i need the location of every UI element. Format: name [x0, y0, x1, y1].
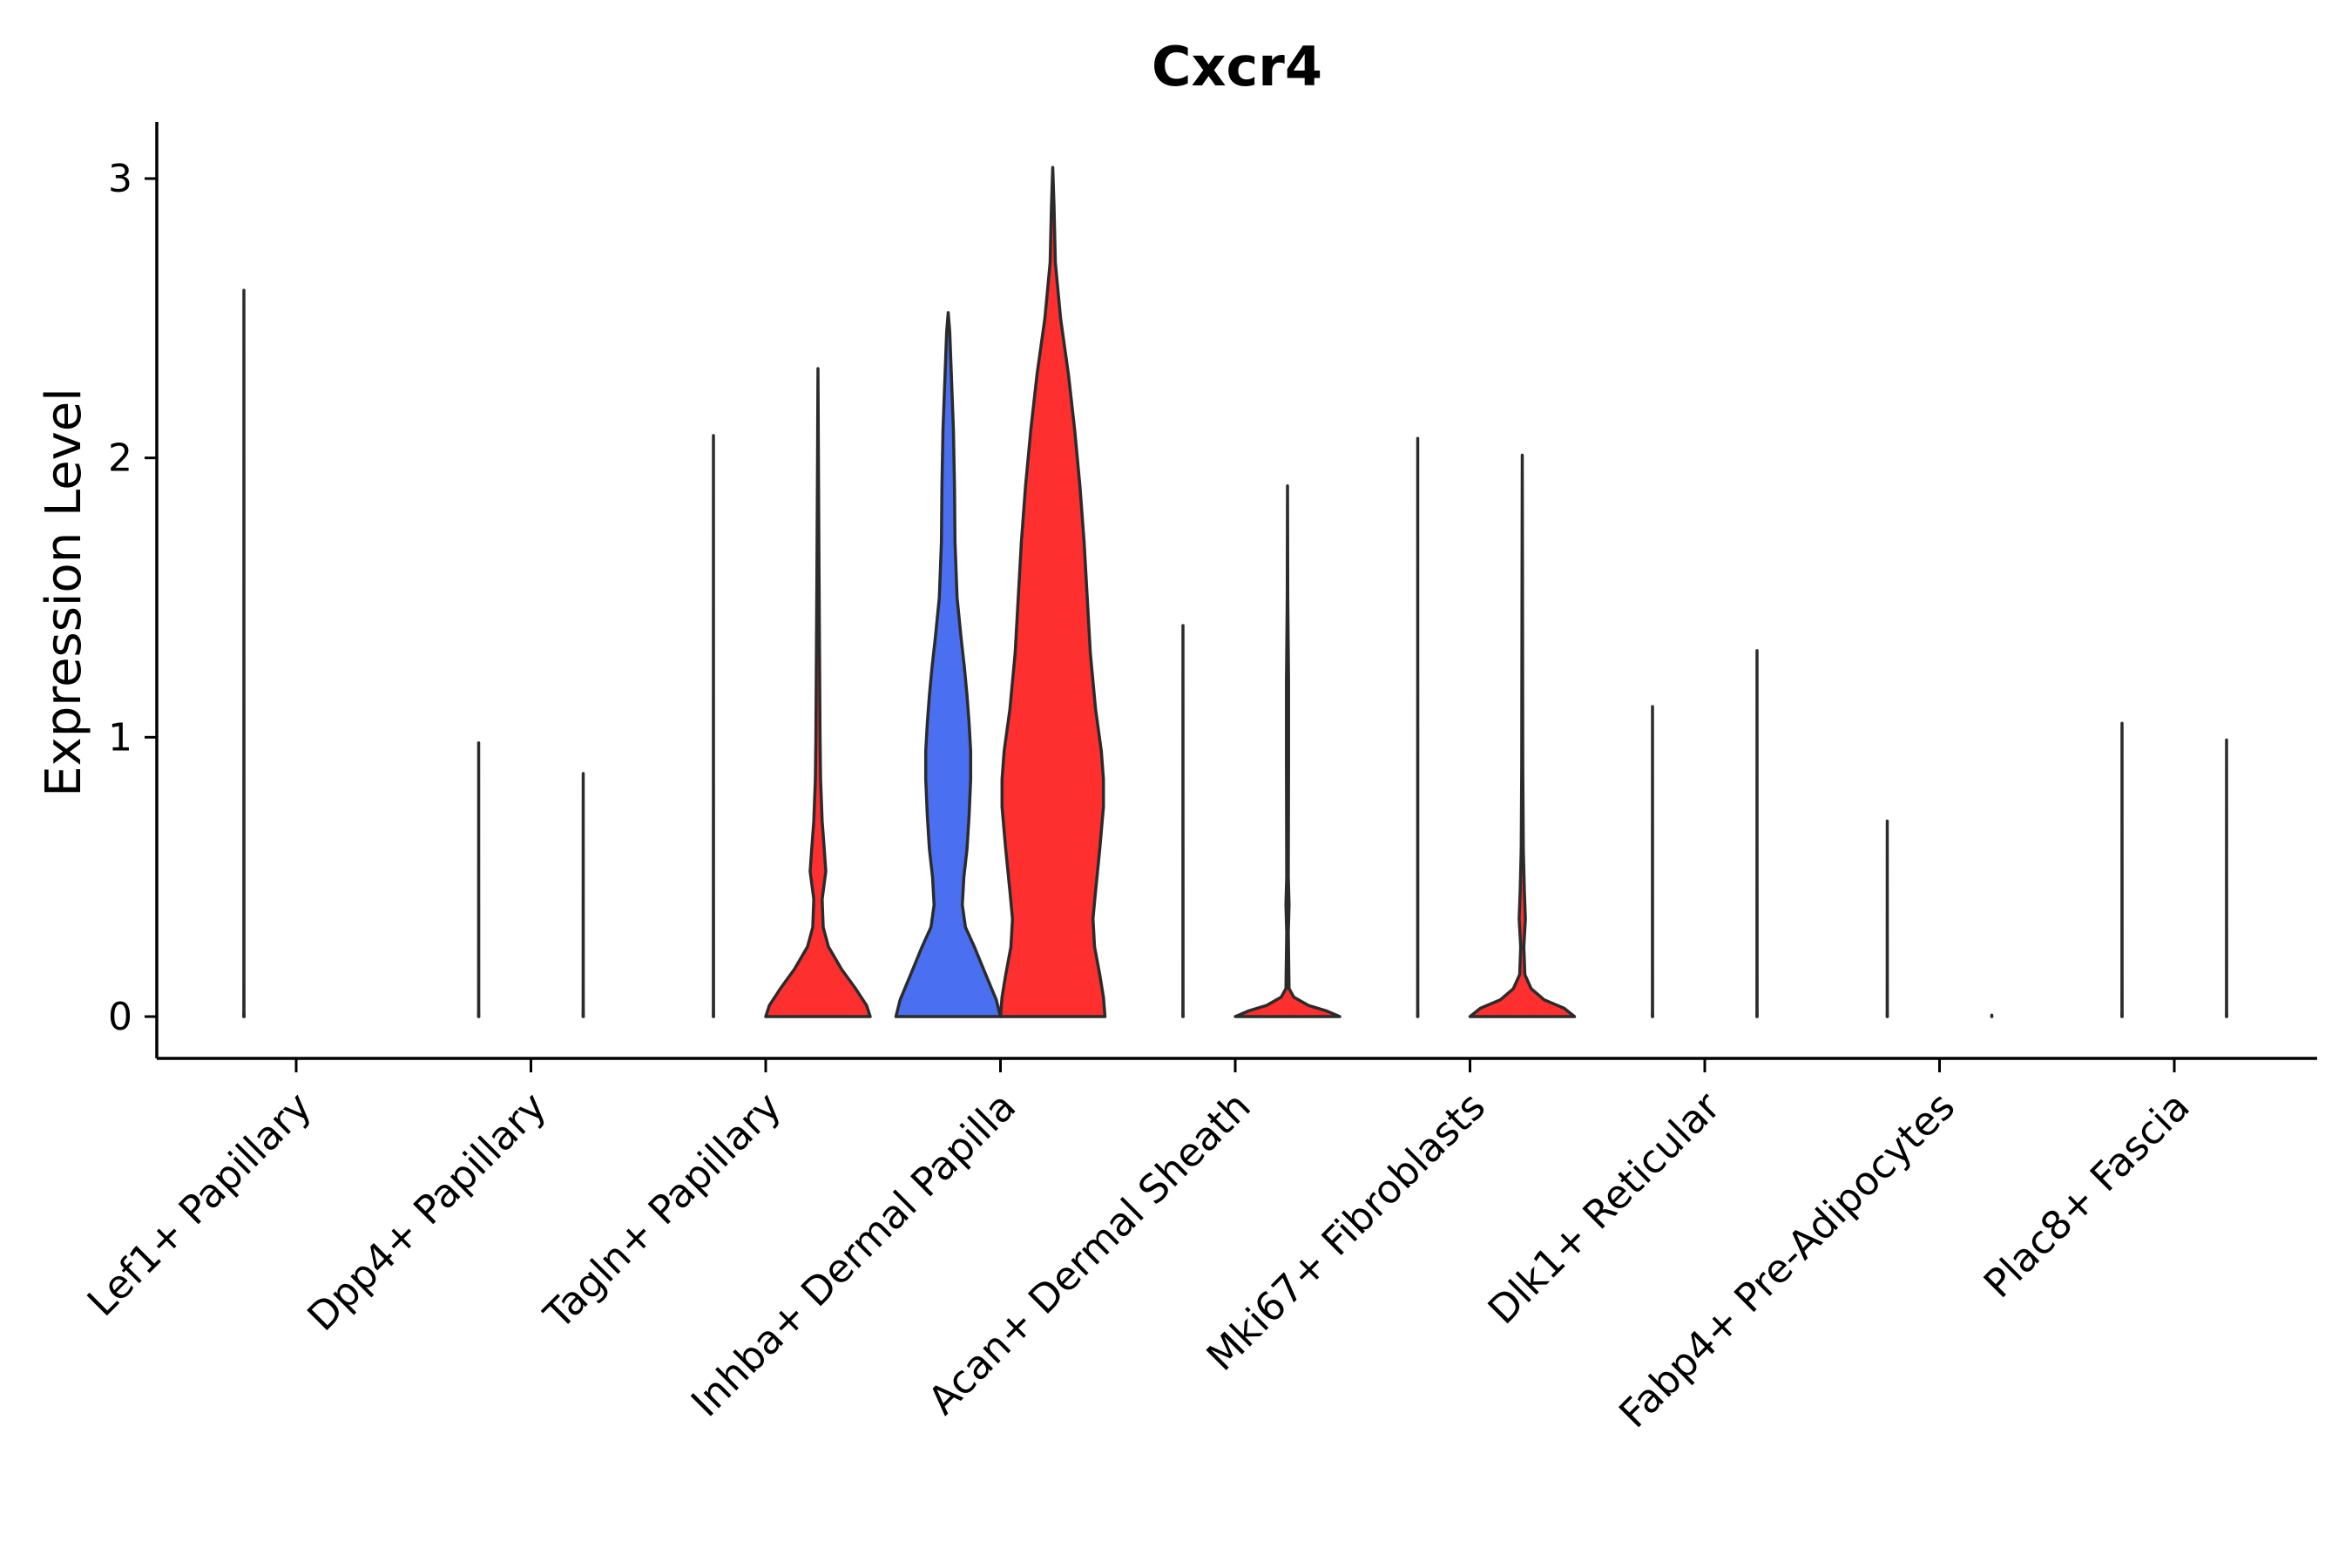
y-tick-label-2: 2 — [108, 436, 132, 481]
x-tick-label-6: Dlk1+ Reticular — [1479, 1083, 1729, 1333]
y-axis: 0 1 2 3 — [108, 122, 159, 1058]
x-tick-label-0: Lef1+ Papillary — [78, 1083, 321, 1325]
violin-layer — [241, 166, 2228, 1018]
violin-group_a-3 — [894, 311, 1003, 1018]
chart-title: Cxcr4 — [1152, 35, 1322, 98]
y-axis-label: Expression Level — [36, 388, 92, 797]
x-tick-label-1: Dpp4+ Papillary — [298, 1083, 555, 1340]
y-tick-label-3: 3 — [108, 157, 132, 201]
violin-group_b-5 — [1468, 453, 1577, 1018]
violin-group_a-0 — [241, 288, 247, 1018]
x-tick-label-2: Tagln+ Papillary — [535, 1083, 790, 1338]
y-tick-label-1: 1 — [108, 715, 132, 760]
violin-group_b-2 — [764, 367, 872, 1018]
violin-group_b-3 — [998, 166, 1107, 1018]
x-tick-label-8: Plac8+ Fascia — [1975, 1083, 2199, 1307]
violin-group_b-4 — [1233, 483, 1342, 1018]
y-tick-label-0: 0 — [108, 995, 132, 1039]
